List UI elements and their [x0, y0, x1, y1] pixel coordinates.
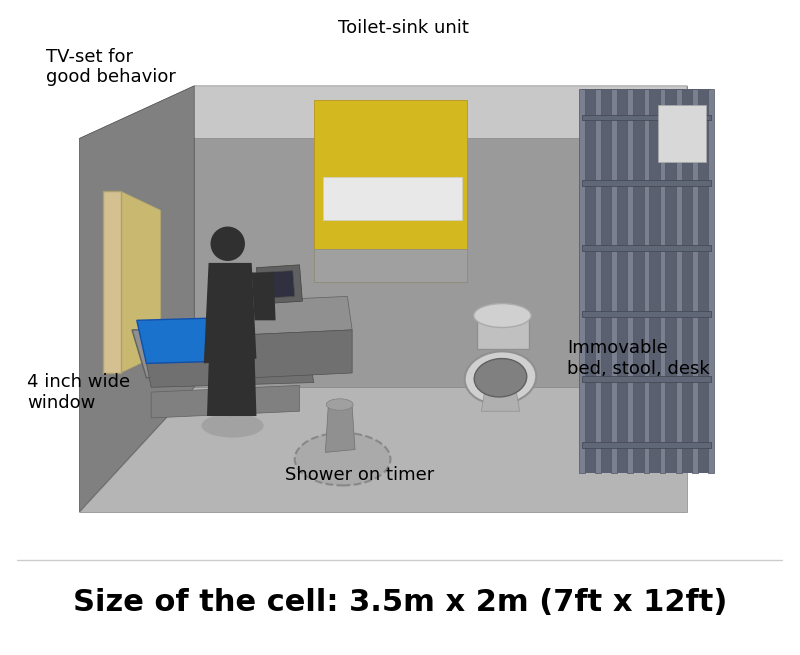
Polygon shape [204, 263, 257, 364]
Polygon shape [314, 248, 467, 282]
Ellipse shape [326, 399, 353, 410]
Polygon shape [477, 316, 529, 349]
Ellipse shape [474, 358, 526, 397]
Polygon shape [252, 272, 275, 320]
Polygon shape [79, 86, 687, 138]
Polygon shape [151, 385, 299, 418]
Polygon shape [137, 316, 309, 364]
Polygon shape [79, 86, 194, 512]
Polygon shape [206, 354, 233, 416]
Ellipse shape [202, 414, 264, 438]
Bar [582, 246, 711, 252]
Text: Immovable
bed, stool, desk: Immovable bed, stool, desk [567, 339, 710, 379]
Polygon shape [482, 383, 520, 411]
Bar [611, 88, 617, 474]
Circle shape [210, 227, 245, 261]
Ellipse shape [465, 351, 536, 404]
Polygon shape [103, 191, 121, 373]
Polygon shape [194, 86, 687, 387]
Bar [595, 88, 601, 474]
Polygon shape [314, 100, 467, 282]
Bar [582, 180, 711, 186]
Bar [676, 88, 682, 474]
Text: Shower on timer: Shower on timer [285, 466, 434, 484]
Polygon shape [260, 271, 294, 298]
Polygon shape [582, 88, 711, 474]
Polygon shape [121, 191, 161, 373]
Polygon shape [242, 297, 352, 335]
Text: TV-set for
good behavior: TV-set for good behavior [46, 48, 176, 86]
Bar [582, 377, 711, 382]
Bar [692, 88, 698, 474]
Polygon shape [323, 177, 462, 220]
Polygon shape [79, 387, 687, 512]
Text: Toilet-sink unit: Toilet-sink unit [338, 19, 469, 37]
Bar [582, 311, 711, 316]
Bar [643, 88, 650, 474]
Polygon shape [132, 330, 314, 378]
Polygon shape [247, 330, 352, 378]
Ellipse shape [294, 433, 390, 485]
Polygon shape [228, 354, 257, 416]
Bar [708, 88, 714, 474]
Polygon shape [257, 265, 302, 304]
Bar [627, 88, 633, 474]
Bar [579, 88, 585, 474]
Bar [582, 442, 711, 447]
Ellipse shape [474, 303, 531, 328]
Polygon shape [326, 407, 355, 453]
Polygon shape [658, 105, 706, 162]
Text: Size of the cell: 3.5m x 2m (7ft x 12ft): Size of the cell: 3.5m x 2m (7ft x 12ft) [73, 588, 727, 617]
Polygon shape [146, 358, 314, 387]
Text: 4 inch wide
window: 4 inch wide window [26, 373, 130, 412]
Bar [582, 115, 711, 121]
Bar [660, 88, 666, 474]
